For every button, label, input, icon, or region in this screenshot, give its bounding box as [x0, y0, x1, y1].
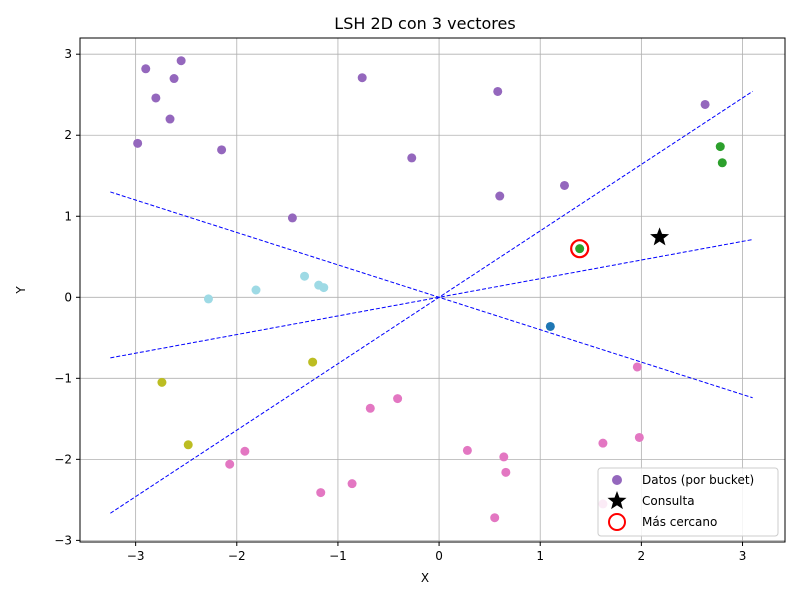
legend-label-nearest: Más cercano: [642, 515, 717, 529]
query-star: [650, 227, 670, 246]
y-tick-label: −3: [54, 533, 72, 547]
data-point: [632, 362, 642, 372]
data-point: [501, 467, 511, 477]
data-point: [575, 244, 585, 254]
data-point: [559, 180, 569, 190]
query-and-nearest: [570, 227, 670, 259]
y-tick-label: 0: [64, 290, 72, 304]
data-point: [598, 438, 608, 448]
chart-title: LSH 2D con 3 vectores: [334, 14, 515, 33]
plot-frame: [79, 37, 786, 543]
data-point: [365, 403, 375, 413]
legend-label-data: Datos (por bucket): [642, 473, 754, 487]
x-tick-label: −1: [329, 549, 347, 563]
data-point: [495, 191, 505, 201]
legend-marker-data: [612, 475, 622, 485]
data-point: [357, 73, 367, 83]
legend-marker-query: [607, 491, 627, 510]
hyperplane-lines: [110, 90, 753, 514]
data-point: [499, 452, 509, 462]
data-point: [183, 440, 193, 450]
y-tick-label: −2: [54, 452, 72, 466]
data-point: [493, 86, 503, 96]
data-point: [240, 446, 250, 456]
x-tick-label: 1: [536, 549, 544, 563]
legend-box: [597, 467, 779, 537]
data-point: [347, 479, 357, 489]
legend-label-query: Consulta: [642, 494, 695, 508]
data-point: [203, 294, 213, 304]
data-point: [251, 285, 261, 295]
data-point: [169, 74, 179, 84]
data-point: [133, 138, 143, 148]
y-tick-label: −1: [54, 371, 72, 385]
y-tick-label: 2: [64, 128, 72, 142]
data-point: [319, 283, 329, 293]
legend-marker-nearest: [608, 513, 626, 531]
x-axis-label: X: [421, 571, 429, 585]
hyperplane-line: [110, 90, 753, 514]
data-point: [176, 56, 186, 66]
x-tick-label: 0: [435, 549, 443, 563]
legend: Datos (por bucket) Consulta Más cercano: [597, 467, 779, 537]
data-point: [308, 357, 318, 367]
y-tick-label: 3: [64, 47, 72, 61]
data-point: [300, 271, 310, 281]
data-point: [165, 114, 175, 124]
data-points: [133, 56, 727, 523]
data-point: [217, 145, 227, 155]
data-point: [151, 93, 161, 103]
x-tick-label: 3: [739, 549, 747, 563]
data-point: [407, 153, 417, 163]
hyperplane-line: [110, 239, 753, 359]
data-point: [717, 158, 727, 168]
grid: [80, 38, 785, 542]
x-tick-label: 2: [638, 549, 646, 563]
data-point: [634, 432, 644, 442]
data-point: [490, 513, 500, 523]
data-point: [545, 321, 555, 331]
data-point: [393, 394, 403, 404]
x-tick-label: −2: [228, 549, 246, 563]
x-tick-label: −3: [127, 549, 145, 563]
data-point: [462, 445, 472, 455]
y-tick-label: 1: [64, 209, 72, 223]
hyperplane-line: [110, 191, 753, 399]
data-point: [715, 142, 725, 152]
y-axis-label: Y: [14, 286, 28, 295]
data-point: [157, 377, 167, 387]
data-point: [287, 213, 297, 223]
nearest-point-ring: [570, 239, 590, 259]
data-point: [225, 459, 235, 469]
axis-ticks: −3 −2 −1 0 1 2 3 −3 −2 −1 0 1 2 3: [54, 47, 746, 563]
data-point: [141, 64, 151, 74]
data-point: [700, 99, 710, 109]
data-point: [316, 488, 326, 498]
